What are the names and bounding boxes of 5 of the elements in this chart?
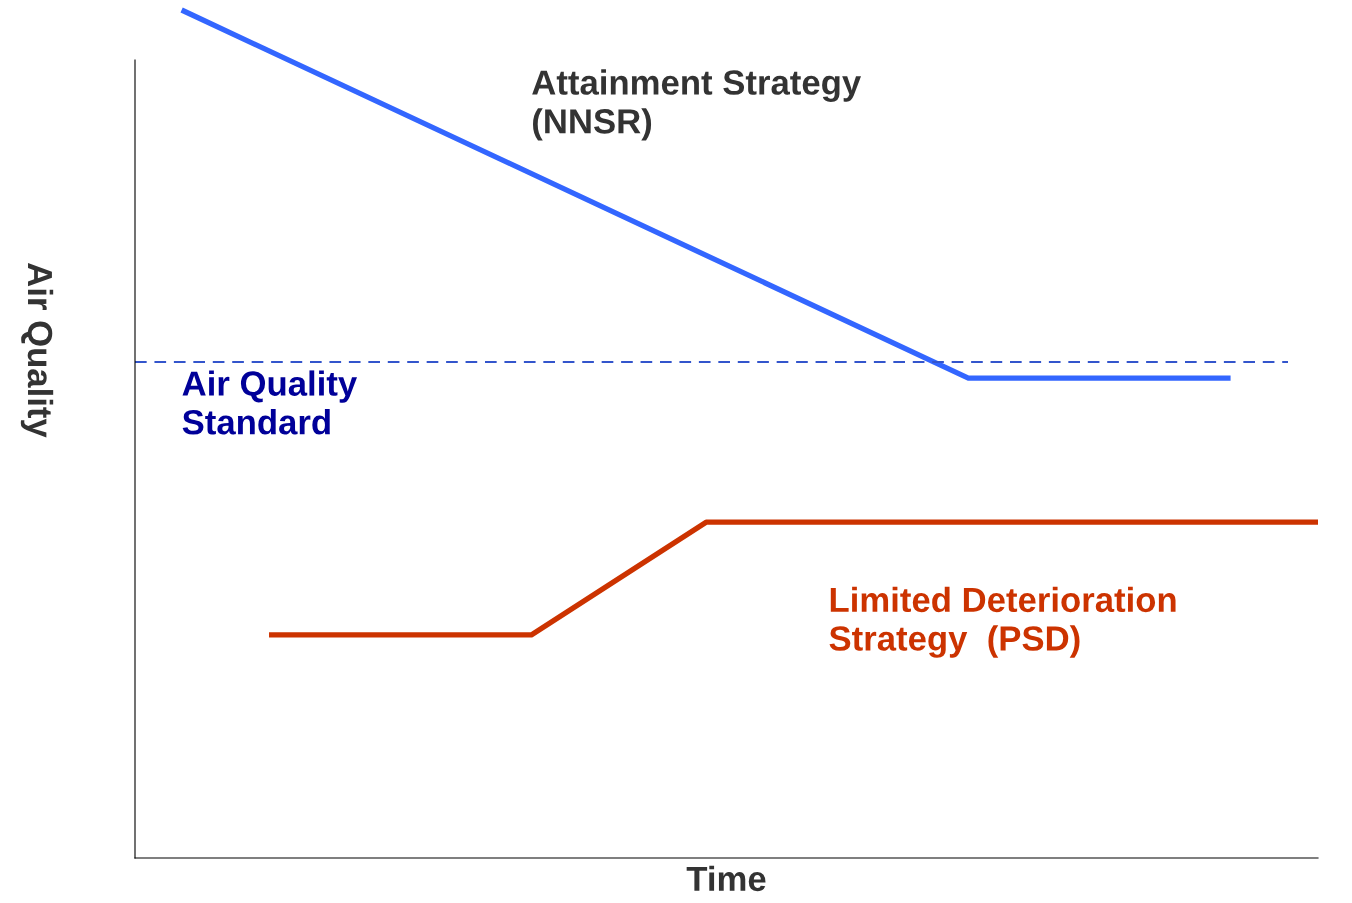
series-label: Limited Deterioration Strategy (PSD) (829, 586, 1176, 658)
ref-line-label: Air Quality Standard (182, 370, 358, 435)
y-axis-title: Air Quality (20, 263, 54, 438)
series-label: Attainment Strategy (NNSR) (532, 69, 861, 141)
x-axis-title: Time (686, 865, 766, 892)
